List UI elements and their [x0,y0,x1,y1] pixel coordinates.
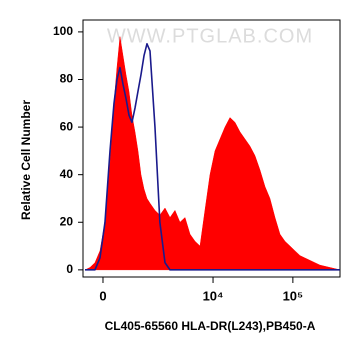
y-tick-label: 0 [66,262,73,276]
area [84,36,341,271]
watermark: WWW.PTGLAB.COM [107,25,313,47]
y-tick-label: 60 [60,119,74,133]
y-axis-label: Relative Cell Number [19,100,33,220]
x-tick-label: 10⁴ [203,288,224,303]
x-tick-label: 10⁵ [283,288,304,303]
y-tick-label: 80 [60,72,74,86]
x-tick-label: 0 [99,288,106,303]
x-axis-label: CL405-65560 HLA-DR(L243),PB450-A [105,319,316,333]
plot-frame [82,19,341,278]
line [85,43,340,271]
y-tick-label: 100 [53,24,73,38]
y-tick-label: 20 [60,214,74,228]
y-tick-label: 40 [60,167,74,181]
